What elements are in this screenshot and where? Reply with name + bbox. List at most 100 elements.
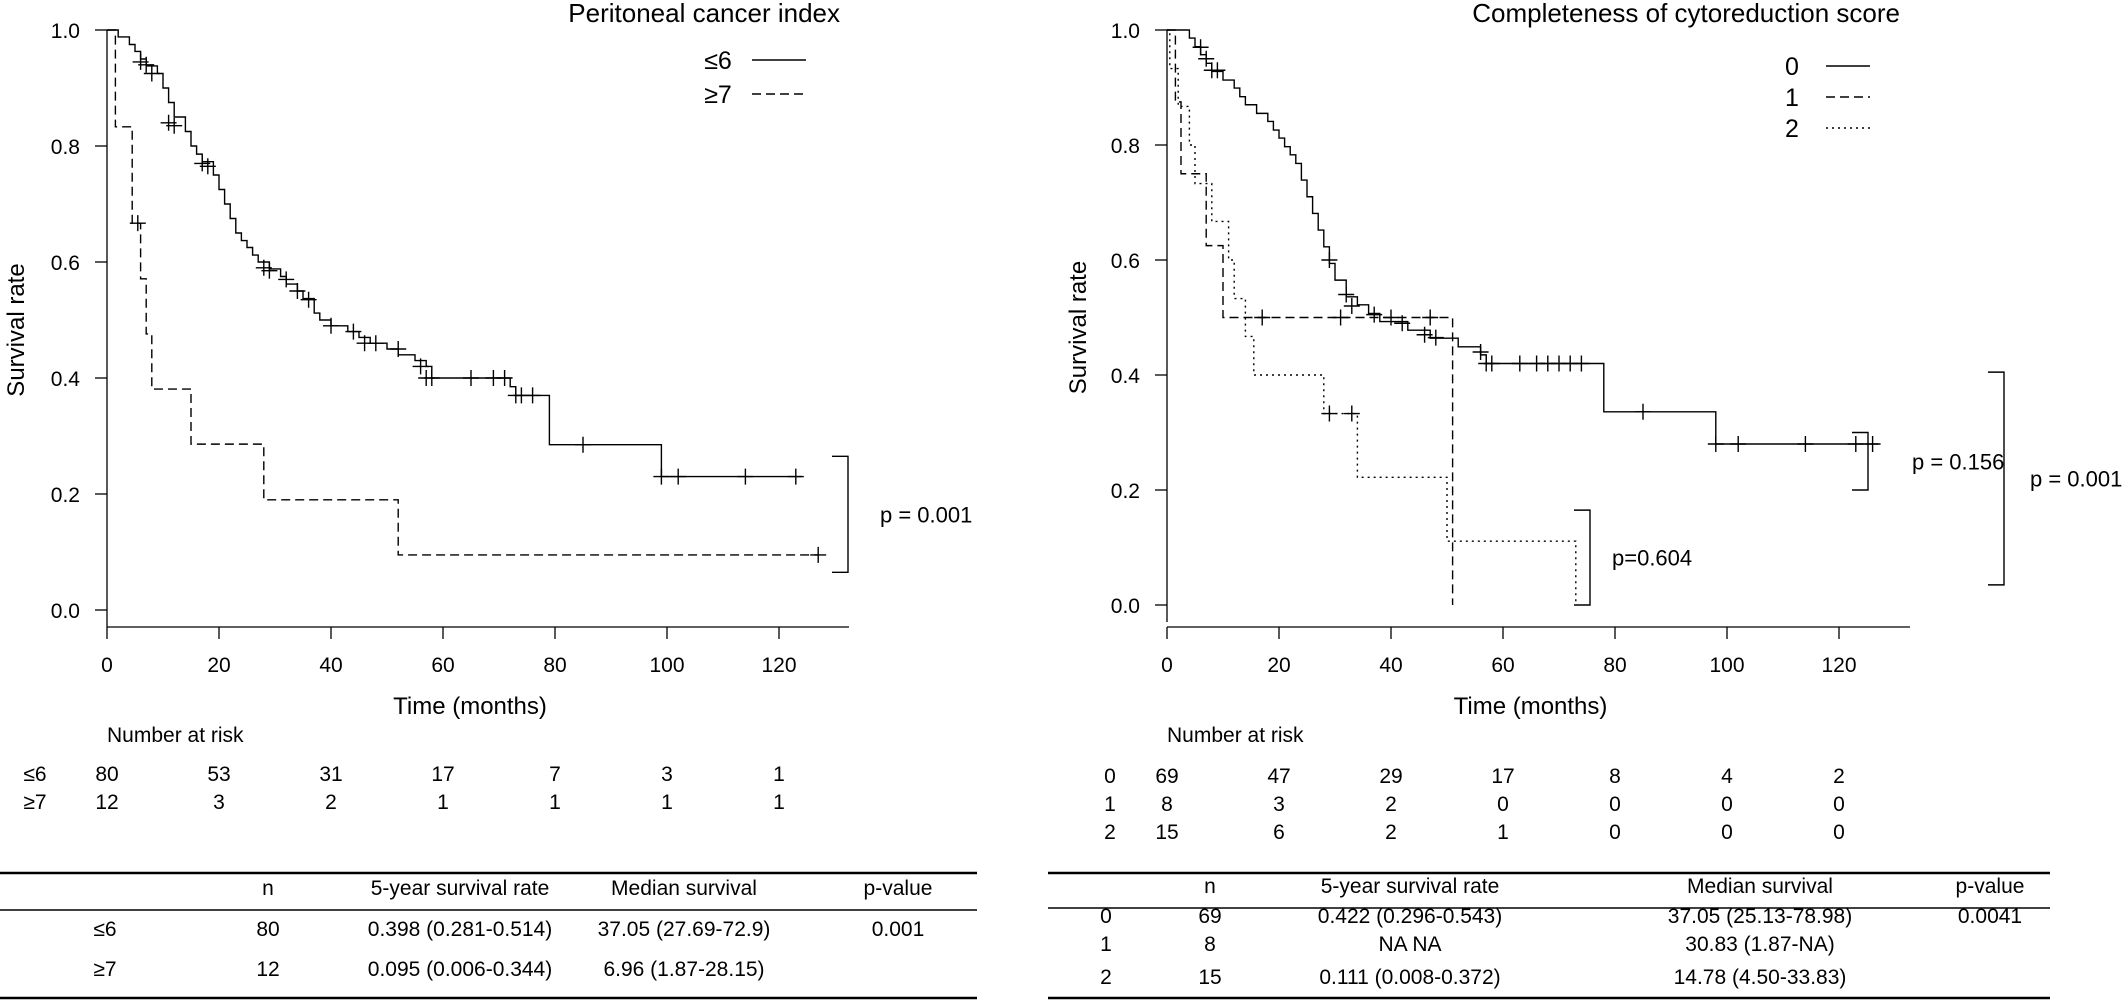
x-tick-label: 120 xyxy=(1821,654,1856,677)
y-axis-title: Survival rate xyxy=(1065,261,1092,394)
risk-count: 0 xyxy=(1609,793,1621,816)
p-value-bracket xyxy=(832,455,849,573)
censor-mark xyxy=(1321,252,1338,268)
risk-count: 3 xyxy=(213,791,225,814)
censor-mark xyxy=(1338,286,1355,303)
censor-mark xyxy=(300,291,317,308)
y-tick-label: 0.4 xyxy=(51,368,81,391)
risk-table-title: Number at risk xyxy=(107,724,244,747)
censor-mark xyxy=(1209,62,1226,79)
x-tick-label: 100 xyxy=(1709,654,1744,677)
table-header-cell: p-value xyxy=(1956,875,2025,898)
censor-mark xyxy=(810,546,827,563)
table-header-cell: n xyxy=(262,877,274,900)
censor-mark xyxy=(1422,309,1439,326)
y-tick-label: 1.0 xyxy=(1111,20,1140,43)
risk-count: 1 xyxy=(437,791,449,814)
censor-mark xyxy=(323,317,339,334)
series-line-0 xyxy=(107,29,802,478)
series-line-1 xyxy=(1167,29,1454,605)
table-header-cell: p-value xyxy=(864,877,933,900)
risk-row-label: ≤6 xyxy=(23,763,46,786)
series-line-0 xyxy=(1167,29,1879,445)
y-tick-label: 1.0 xyxy=(51,20,80,43)
risk-count: 2 xyxy=(1833,765,1845,788)
risk-count: 0 xyxy=(1609,821,1621,844)
risk-count: 2 xyxy=(1385,821,1397,844)
p-value-label: p = 0.156 xyxy=(1912,449,2004,474)
censor-mark xyxy=(1797,436,1814,452)
chart-title: Completeness of cytoreduction score xyxy=(1472,0,1900,28)
risk-count: 2 xyxy=(1385,793,1397,816)
risk-count: 1 xyxy=(549,791,561,814)
censor-mark xyxy=(1192,39,1209,56)
x-tick-label: 60 xyxy=(431,654,454,677)
x-tick-label: 120 xyxy=(761,654,796,677)
km-panel: Peritoneal cancer index 0 20 40 60 80 100 120 0.… xyxy=(3,0,972,814)
x-axis-title: Time (months) xyxy=(393,693,547,720)
censor-mark xyxy=(1198,50,1215,67)
censor-mark xyxy=(1511,355,1528,372)
censor-mark xyxy=(1332,309,1349,326)
series-line-1 xyxy=(107,29,819,556)
y-tick-label: 0.2 xyxy=(1111,480,1140,503)
table-header-cell: Median survival xyxy=(611,877,757,900)
risk-count: 0 xyxy=(1721,793,1733,816)
table-cell: 37.05 (27.69-72.9) xyxy=(598,918,771,941)
table-cell: 0 xyxy=(1100,905,1112,928)
y-tick-label: 0.0 xyxy=(51,600,80,623)
x-tick-label: 100 xyxy=(649,654,684,677)
risk-count: 1 xyxy=(773,791,785,814)
risk-count: 0 xyxy=(1721,821,1733,844)
y-tick-label: 0.6 xyxy=(1111,250,1140,273)
risk-count: 31 xyxy=(319,763,342,786)
y-tick-label: 0.8 xyxy=(1111,135,1140,158)
table-cell: 0.111 (0.008-0.372) xyxy=(1319,966,1500,989)
x-tick-label: 80 xyxy=(1603,654,1626,677)
censor-mark xyxy=(575,436,591,453)
legend-label: 1 xyxy=(1785,84,1799,112)
y-tick-label: 0.2 xyxy=(51,484,80,507)
censor-mark xyxy=(129,215,146,232)
table-cell: 12 xyxy=(256,958,279,981)
table-cell: 69 xyxy=(1198,905,1221,928)
censor-mark xyxy=(412,358,429,375)
risk-count: 15 xyxy=(1155,821,1178,844)
x-tick-label: 40 xyxy=(319,654,342,677)
censor-mark xyxy=(1707,436,1724,452)
risk-count: 1 xyxy=(661,791,673,814)
censor-mark xyxy=(463,370,479,386)
censor-mark xyxy=(138,56,155,73)
y-tick-label: 0.4 xyxy=(1111,365,1141,388)
risk-count: 4 xyxy=(1721,765,1733,788)
legend-label: ≥7 xyxy=(704,81,732,109)
censor-mark xyxy=(787,468,804,485)
table-cell: 0.095 (0.006-0.344) xyxy=(368,958,552,981)
censor-mark xyxy=(1416,326,1433,343)
risk-count: 1 xyxy=(1497,821,1509,844)
table-cell: 2 xyxy=(1100,966,1112,989)
p-value-label: p = 0.001 xyxy=(2030,467,2122,492)
x-tick-label: 40 xyxy=(1379,654,1402,677)
risk-count: 29 xyxy=(1379,765,1402,788)
risk-row-label: 2 xyxy=(1104,821,1116,844)
table-cell: 37.05 (25.13-78.98) xyxy=(1668,905,1852,928)
table-cell: NA NA xyxy=(1378,933,1441,956)
censor-mark xyxy=(278,271,295,288)
risk-count: 8 xyxy=(1609,765,1621,788)
censor-mark xyxy=(166,117,183,134)
table-cell: 0.0041 xyxy=(1958,905,2022,928)
table-cell: 15 xyxy=(1198,966,1221,989)
table-header-cell: n xyxy=(1204,875,1216,898)
censor-mark xyxy=(289,283,306,299)
censor-mark xyxy=(670,468,687,485)
risk-count: 12 xyxy=(95,791,118,814)
table-cell: 30.83 (1.87-NA) xyxy=(1685,933,1834,956)
risk-count: 7 xyxy=(549,763,561,786)
censor-mark xyxy=(1864,436,1881,452)
censor-mark xyxy=(143,65,160,82)
risk-count: 8 xyxy=(1161,793,1173,816)
p-value-bracket xyxy=(1988,371,2005,586)
